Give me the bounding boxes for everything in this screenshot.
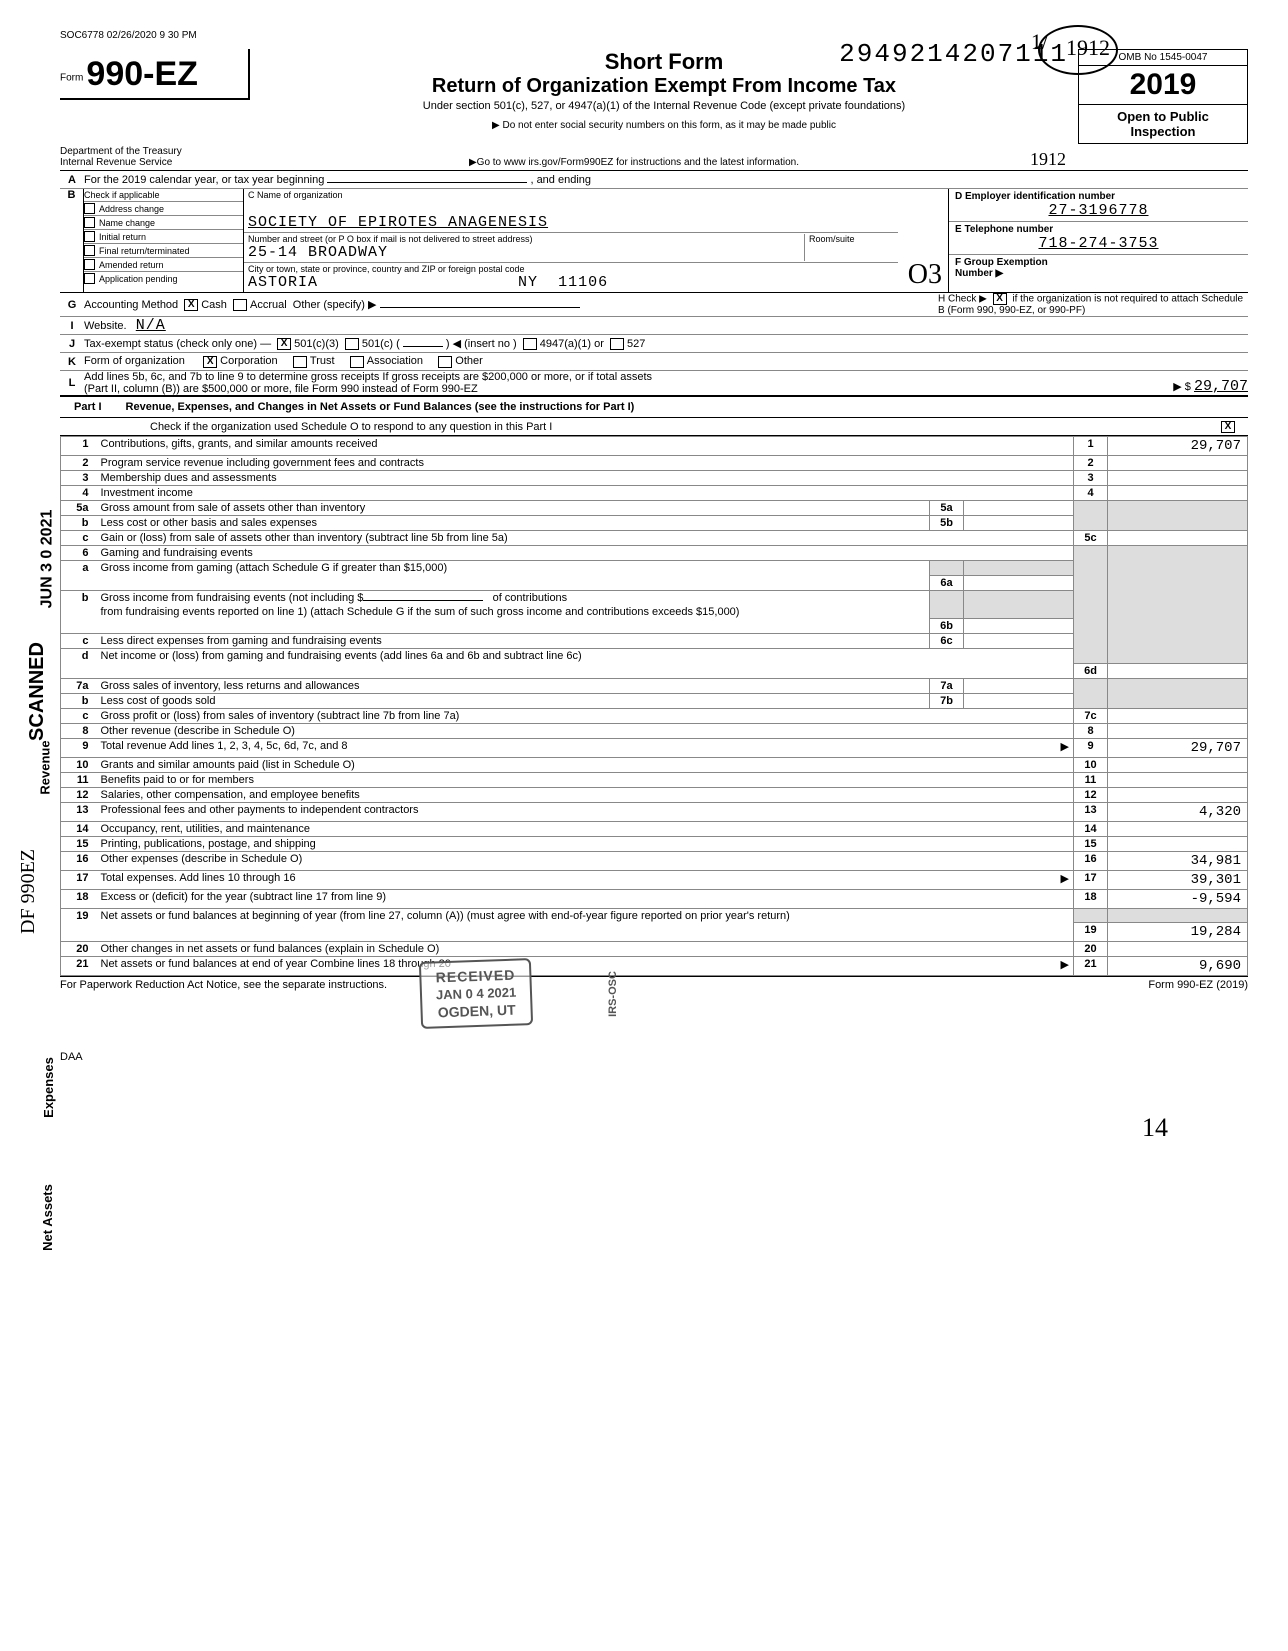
val-18: -9,594 [1108, 889, 1248, 908]
subtitle: Under section 501(c), 527, or 4947(a)(1)… [260, 100, 1068, 112]
website: N/A [136, 317, 166, 334]
part1-title: Revenue, Expenses, and Changes in Net As… [126, 401, 1248, 413]
org-name: SOCIETY OF EPIROTES ANAGENESIS [248, 214, 894, 231]
form-number: 990-EZ [86, 55, 198, 93]
footer: For Paperwork Reduction Act Notice, see … [60, 976, 1248, 991]
block-bcdef: B Check if applicable Address change Nam… [60, 189, 1248, 293]
section-netassets: Net Assets [40, 1184, 55, 1251]
right-info: D Employer identification number 27-3196… [948, 189, 1248, 292]
check-name[interactable]: Name change [84, 215, 243, 229]
name-column: C Name of organization SOCIETY OF EPIROT… [244, 189, 898, 292]
form-box: Form 990-EZ [60, 49, 250, 100]
check-4947[interactable] [523, 338, 537, 350]
dept-treasury: Department of the TreasuryInternal Reven… [60, 144, 250, 170]
top-header: 2949214207111 1/ 1912 Form 990-EZ Short … [60, 49, 1248, 144]
check-501c3[interactable] [277, 338, 291, 350]
scanned-stamp: SCANNED [26, 642, 49, 741]
line-k: K Form of organization Corporation Trust… [60, 353, 1248, 371]
check-other-org[interactable] [438, 356, 452, 368]
hand-o3: O3 [908, 259, 942, 291]
hand-form-label: DF 990EZ [17, 849, 40, 934]
irs-osc-stamp: IRS-OSC [607, 971, 619, 1017]
val-17: 39,301 [1108, 870, 1248, 889]
check-h[interactable] [993, 293, 1007, 305]
check-501c[interactable] [345, 338, 359, 350]
city-state-zip: ASTORIA NY 11106 [248, 274, 894, 291]
scanned-date: JUN 3 0 2021 [38, 510, 56, 609]
gross-receipts: 29,707 [1194, 378, 1248, 395]
check-amended[interactable]: Amended return [84, 257, 243, 271]
check-accrual[interactable] [233, 299, 247, 311]
val-21: 9,690 [1108, 957, 1248, 976]
note-ssn: ▶ Do not enter social security numbers o… [260, 120, 1068, 131]
hand-page-num: 14 [1142, 1113, 1168, 1143]
check-trust[interactable] [293, 356, 307, 368]
phone: 718-274-3753 [955, 235, 1242, 252]
footer-right: Form 990-EZ (2019) [1148, 979, 1248, 991]
note-url: ▶Go to www irs.gov/Form990EZ for instruc… [250, 157, 1018, 170]
title-return: Return of Organization Exempt From Incom… [260, 75, 1068, 98]
footer-left: For Paperwork Reduction Act Notice, see … [60, 979, 387, 991]
part1-check-row: Check if the organization used Schedule … [60, 418, 1248, 436]
street-address: 25-14 BROADWAY [248, 244, 804, 261]
part1-header: Part I Revenue, Expenses, and Changes in… [60, 396, 1248, 418]
dept-row: Department of the TreasuryInternal Reven… [60, 144, 1248, 171]
check-527[interactable] [610, 338, 624, 350]
daa-label: DAA [60, 1051, 1248, 1063]
tax-year: 2019 [1078, 66, 1248, 105]
check-schedule-o[interactable] [1221, 421, 1235, 433]
line-g-h: G Accounting Method Cash Accrual Other (… [60, 293, 1248, 317]
val-1: 29,707 [1108, 437, 1248, 456]
part1-label: Part I [60, 399, 116, 415]
line-a: A For the 2019 calendar year, or tax yea… [60, 171, 1248, 189]
received-stamp: RECEIVED JAN 0 4 2021 OGDEN, UT [419, 958, 534, 1029]
check-final[interactable]: Final return/terminated [84, 243, 243, 257]
val-19: 19,284 [1108, 923, 1248, 942]
check-corp[interactable] [203, 356, 217, 368]
hand-1912: 1912 [1018, 149, 1078, 170]
form-prefix: Form [60, 72, 83, 83]
ein: 27-3196778 [955, 202, 1242, 219]
line-j: J Tax-exempt status (check only one) — 5… [60, 335, 1248, 353]
section-revenue: Revenue [38, 740, 53, 794]
val-16: 34,981 [1108, 851, 1248, 870]
hand-circle-text: 1912 [1066, 35, 1110, 61]
part1-table: 1Contributions, gifts, grants, and simil… [60, 436, 1248, 976]
open-public: Open to PublicInspection [1078, 105, 1248, 144]
val-13: 4,320 [1108, 802, 1248, 821]
check-initial[interactable]: Initial return [84, 229, 243, 243]
line-l: L Add lines 5b, 6c, and 7b to line 9 to … [60, 371, 1248, 396]
section-expenses: Expenses [41, 1057, 56, 1118]
check-column: Check if applicable Address change Name … [84, 189, 244, 292]
val-9: 29,707 [1108, 738, 1248, 757]
check-address[interactable]: Address change [84, 201, 243, 215]
check-cash[interactable] [184, 299, 198, 311]
line-i: I Website. N/A [60, 317, 1248, 335]
check-assoc[interactable] [350, 356, 364, 368]
check-pending[interactable]: Application pending [84, 271, 243, 285]
